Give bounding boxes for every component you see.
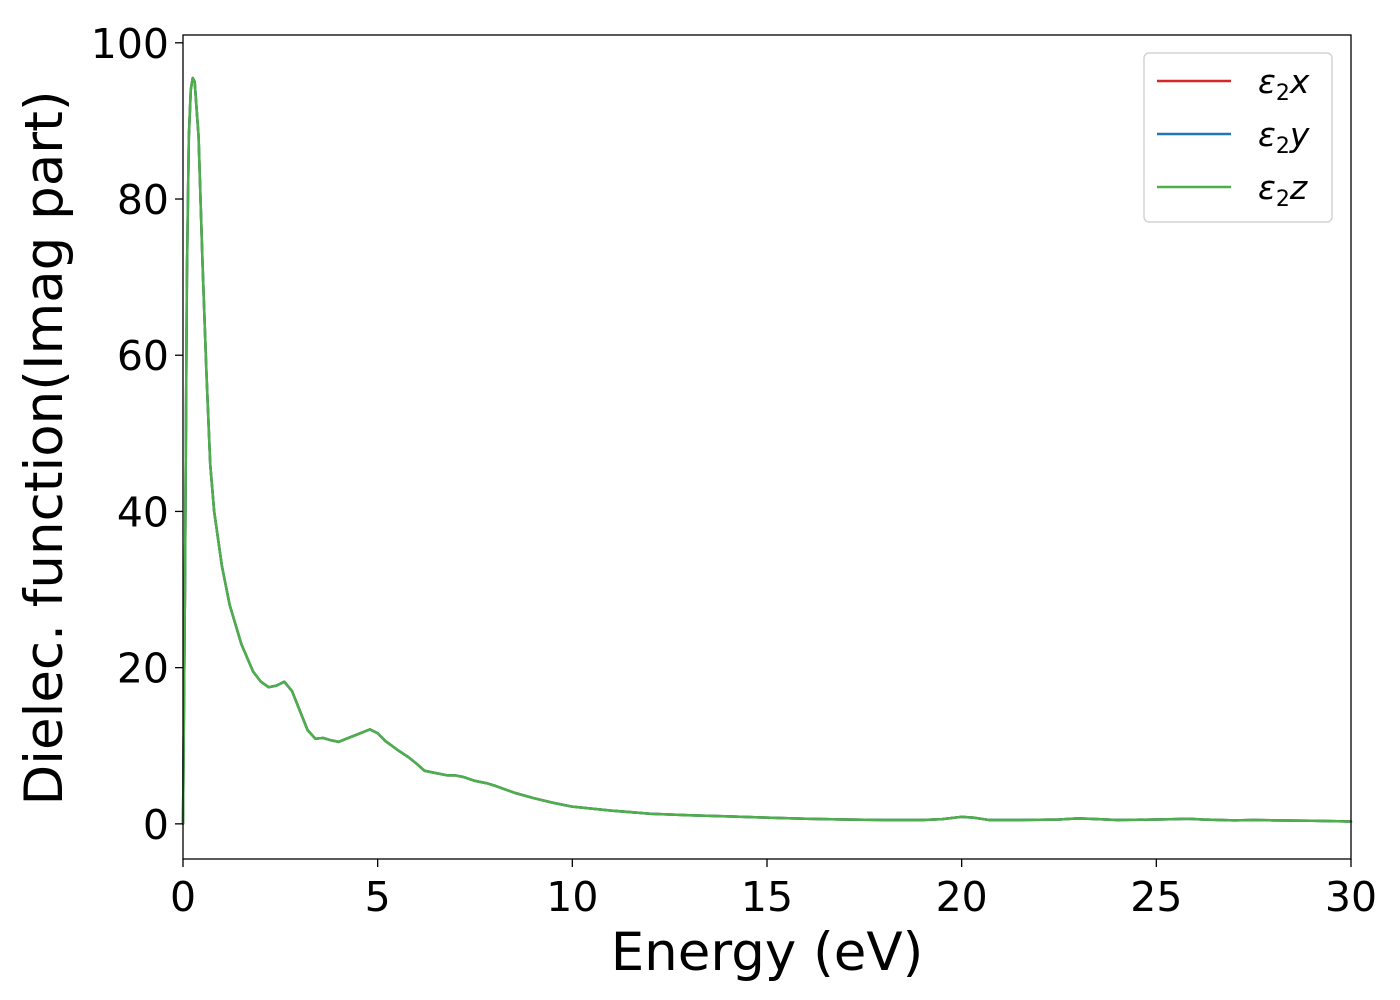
x-tick-label: 10: [546, 873, 598, 921]
series-line-z: [181, 76, 1353, 826]
legend-box: [1143, 52, 1333, 223]
y-axis-label: Dielec. function(Imag part): [14, 90, 75, 805]
x-tick-label: 30: [1325, 873, 1377, 921]
legend-var-x: x: [1289, 62, 1310, 101]
legend-entry-x: ε2x: [1157, 62, 1310, 106]
x-tick-label: 25: [1130, 873, 1182, 921]
legend-var-z: z: [1289, 168, 1308, 207]
svg-text:ε2z: ε2z: [1258, 168, 1308, 212]
y-tick-label: 60: [117, 332, 169, 380]
x-tick-label: 0: [170, 873, 196, 921]
x-axis-ticks: 0 5 10 15 20 25 30: [170, 859, 1377, 921]
legend-entry-z: ε2z: [1157, 168, 1308, 212]
legend-symbol-z: ε: [1258, 168, 1276, 207]
y-tick-label: 20: [117, 645, 169, 693]
y-tick-label: 0: [143, 801, 169, 849]
legend: ε2x ε2y ε2z: [1143, 52, 1333, 223]
x-axis-label: Energy (eV): [611, 922, 924, 983]
legend-entry-y: ε2y: [1157, 115, 1310, 159]
y-tick-label: 100: [91, 20, 169, 68]
x-tick-label: 5: [365, 873, 391, 921]
legend-symbol-y: ε: [1258, 115, 1276, 154]
svg-text:ε2y: ε2y: [1258, 115, 1310, 159]
y-axis-ticks: 0 20 40 60 80 100: [91, 20, 183, 849]
series-layer: [181, 76, 1353, 826]
legend-var-y: y: [1289, 115, 1310, 154]
x-tick-label: 15: [741, 873, 793, 921]
legend-sub-z: 2: [1276, 187, 1290, 212]
svg-text:ε2x: ε2x: [1258, 62, 1310, 106]
y-tick-label: 40: [117, 488, 169, 536]
x-tick-label: 20: [936, 873, 988, 921]
y-tick-label: 80: [117, 176, 169, 224]
legend-symbol-x: ε: [1258, 62, 1276, 101]
legend-sub-y: 2: [1276, 134, 1290, 159]
legend-sub-x: 2: [1276, 81, 1290, 106]
